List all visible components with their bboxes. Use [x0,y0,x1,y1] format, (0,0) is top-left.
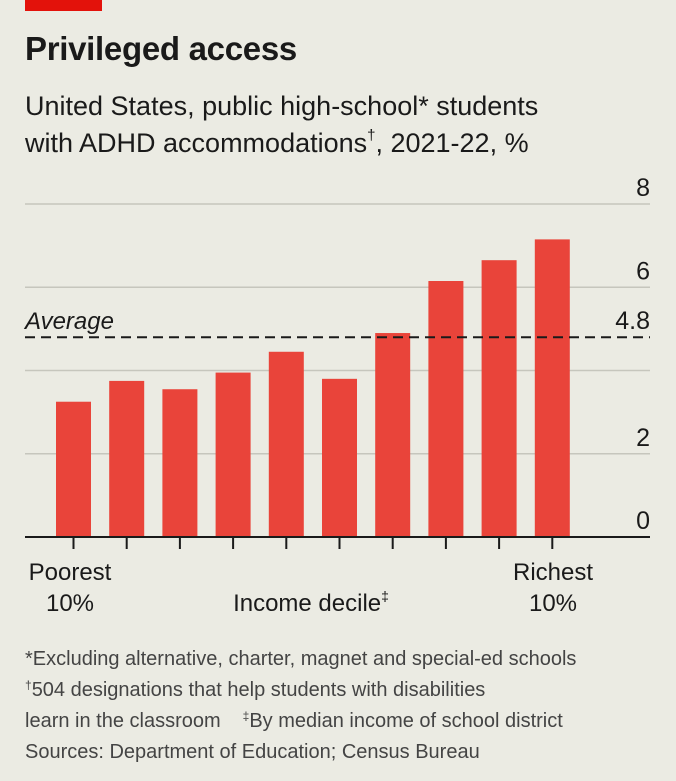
y-tick-label-8: 8 [636,174,650,202]
footnote-3: learn in the classroom ‡By median income … [25,706,665,737]
footnote-3b-text: By median income of school district [249,710,563,732]
footnote-2-text: 504 designations that help students with… [31,679,486,701]
bar-decile-3 [162,389,198,537]
subtitle-line-1: United States, public high-school* stude… [25,91,539,121]
footnote-3-mark: ‡ [242,709,250,723]
subtitle-line-2-suffix: , 2021-22, % [375,128,529,158]
footnote-1: *Excluding alternative, charter, magnet … [25,648,577,670]
average-label: Average [23,308,114,335]
x-axis-label: Income decile‡ [233,588,389,617]
bar-decile-8 [428,281,464,537]
bar-decile-10 [534,239,570,537]
bar-decile-6 [322,378,357,537]
richest-label: Richest [513,559,593,586]
bar-decile-9 [481,260,517,537]
bar-decile-7 [375,333,411,537]
poorest-pct-label: 10% [46,590,94,617]
brand-red-tag [25,0,102,11]
subtitle-line-2: with ADHD accommodations†, 2021-22, % [25,125,655,162]
footnotes: *Excluding alternative, charter, magnet … [25,644,665,768]
subtitle-line-2-prefix: with ADHD accommodations [25,128,368,158]
x-axis [25,536,650,549]
poorest-label: Poorest [29,559,112,586]
subtitle-dagger: † [367,127,376,144]
average-value-label: 4.8 [615,307,650,335]
y-tick-labels: 0 2 6 8 [636,174,650,535]
y-tick-label-2: 2 [636,424,650,452]
footnote-2: †504 designations that help students wit… [25,675,665,706]
x-axis-label-text: Income decile [233,590,381,617]
bar-decile-2 [109,380,145,537]
bar-decile-1 [56,401,91,537]
y-tick-label-6: 6 [636,257,650,285]
bar-decile-5 [268,351,304,537]
footnote-2-mark: † [25,678,32,692]
richest-pct-label: 10% [529,590,577,617]
bars [56,239,570,537]
sources-note: Sources: Department of Education; Census… [25,741,480,763]
x-axis-label-mark: ‡ [381,588,389,604]
chart-subtitle: United States, public high-school* stude… [25,88,655,162]
y-tick-label-0: 0 [636,507,650,535]
footnote-3a-text: learn in the classroom [25,710,221,732]
bar-decile-4 [215,372,251,537]
average-line-group: Average 4.8 [23,307,650,339]
chart-title: Privileged access [25,30,297,67]
